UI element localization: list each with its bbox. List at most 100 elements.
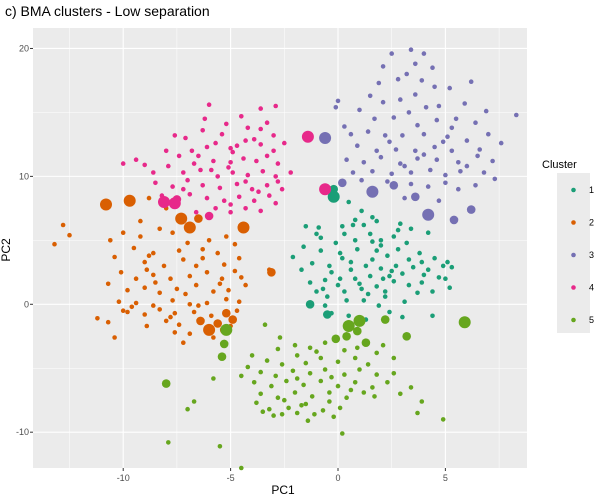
point-cluster-3: [483, 108, 489, 114]
point-cluster-5: [286, 405, 291, 411]
point-cluster-5: [415, 410, 420, 416]
point-cluster-1: [387, 309, 392, 315]
point-cluster-4: [243, 206, 248, 211]
point-cluster-2: [213, 319, 222, 328]
legend-label-4: 4: [589, 283, 594, 293]
point-cluster-5: [342, 332, 351, 341]
point-cluster-3: [366, 185, 379, 198]
point-cluster-5: [372, 394, 377, 399]
point-cluster-1: [348, 259, 354, 265]
point-cluster-1: [447, 285, 453, 291]
point-cluster-5: [361, 390, 367, 395]
point-cluster-1: [417, 250, 422, 256]
point-cluster-3: [404, 71, 410, 77]
point-cluster-5: [260, 409, 266, 415]
point-cluster-4: [168, 197, 181, 210]
point-cluster-4: [219, 131, 225, 137]
point-cluster-5: [294, 410, 300, 416]
point-cluster-5: [318, 355, 324, 361]
point-cluster-2: [221, 262, 227, 267]
point-cluster-1: [410, 264, 416, 270]
point-cluster-2: [176, 248, 182, 253]
point-cluster-5: [307, 345, 313, 351]
point-cluster-1: [400, 271, 405, 276]
point-cluster-3: [422, 208, 435, 221]
point-cluster-1: [419, 259, 425, 265]
point-cluster-3: [370, 169, 375, 174]
point-cluster-2: [194, 214, 203, 223]
point-cluster-3: [319, 132, 332, 144]
point-cluster-5: [273, 373, 279, 379]
point-cluster-3: [449, 148, 455, 154]
point-cluster-5: [269, 383, 274, 389]
point-cluster-1: [370, 239, 375, 244]
point-cluster-2: [175, 212, 188, 225]
point-cluster-5: [391, 355, 397, 361]
point-cluster-1: [370, 215, 375, 220]
point-cluster-4: [213, 206, 218, 211]
point-cluster-2: [146, 195, 152, 201]
point-cluster-5: [353, 314, 366, 327]
point-cluster-4: [211, 158, 216, 164]
point-cluster-1: [404, 240, 410, 246]
point-cluster-5: [294, 376, 300, 381]
point-cluster-4: [158, 196, 170, 208]
point-cluster-1: [333, 240, 339, 246]
point-cluster-3: [445, 134, 450, 139]
point-cluster-3: [361, 160, 367, 165]
point-cluster-1: [320, 286, 326, 292]
y-tick-label: 0: [24, 299, 29, 309]
point-cluster-5: [391, 371, 397, 376]
point-cluster-1: [335, 282, 341, 288]
point-cluster-3: [411, 192, 420, 202]
point-cluster-2: [224, 234, 229, 239]
point-cluster-5: [299, 403, 304, 408]
point-cluster-1: [337, 276, 343, 282]
point-cluster-2: [170, 230, 175, 235]
point-cluster-5: [217, 444, 223, 449]
point-cluster-1: [314, 231, 319, 237]
point-cluster-2: [123, 194, 136, 207]
point-cluster-2: [112, 335, 117, 340]
point-cluster-3: [372, 116, 377, 122]
point-cluster-1: [337, 250, 343, 256]
point-cluster-5: [294, 353, 300, 358]
point-cluster-3: [374, 148, 380, 154]
point-cluster-3: [382, 133, 388, 138]
point-cluster-4: [271, 148, 276, 154]
legend-title: Cluster: [542, 159, 577, 171]
point-cluster-3: [415, 122, 420, 128]
point-cluster-3: [402, 195, 407, 201]
point-cluster-2: [232, 268, 238, 274]
point-cluster-5: [342, 348, 347, 353]
point-cluster-2: [204, 270, 210, 275]
point-cluster-3: [447, 85, 453, 91]
point-cluster-1: [395, 247, 401, 252]
point-cluster-4: [189, 148, 195, 154]
point-cluster-1: [400, 314, 405, 320]
point-cluster-2: [100, 198, 112, 211]
y-tick-label: 10: [19, 171, 29, 181]
point-cluster-1: [348, 267, 354, 273]
point-cluster-1: [352, 238, 358, 243]
point-cluster-4: [198, 167, 203, 173]
point-cluster-3: [440, 139, 446, 145]
point-cluster-1: [430, 289, 435, 294]
point-cluster-3: [421, 51, 427, 56]
point-cluster-3: [389, 181, 399, 190]
point-cluster-1: [406, 257, 412, 262]
point-cluster-4: [264, 183, 270, 188]
legend-key-3: [571, 252, 576, 258]
point-cluster-5: [331, 334, 341, 344]
point-cluster-2: [174, 286, 180, 292]
point-cluster-4: [200, 128, 205, 133]
point-cluster-1: [425, 230, 431, 235]
point-cluster-5: [322, 340, 328, 346]
point-cluster-5: [249, 353, 255, 358]
point-cluster-3: [492, 176, 498, 182]
point-cluster-2: [196, 316, 205, 326]
point-cluster-1: [314, 289, 319, 294]
point-cluster-2: [142, 312, 147, 317]
point-cluster-2: [226, 287, 231, 293]
point-cluster-2: [243, 282, 248, 288]
